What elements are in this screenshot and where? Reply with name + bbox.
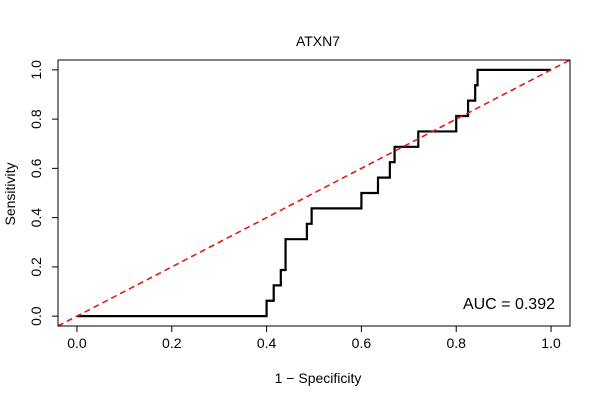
x-tick-label: 0.4 (257, 335, 277, 351)
plot-marks: 0.0 0.2 0.4 0.6 0.8 1.0 0.0 0.2 0.4 0.6 0.8 1.0 (28, 59, 571, 351)
x-tick-label: 0.6 (352, 335, 372, 351)
x-tick-label: 0.2 (162, 335, 182, 351)
y-axis-label: Sensitivity (2, 162, 18, 225)
x-tick-label: 1.0 (541, 335, 561, 351)
y-tick-label: 0.6 (28, 158, 44, 178)
y-tick-label: 0.2 (28, 257, 44, 277)
chart-title: ATXN7 (296, 33, 340, 49)
y-tick-label: 0.0 (28, 306, 44, 326)
plot-frame (57, 59, 571, 327)
auc-annotation: AUC = 0.392 (463, 296, 555, 313)
x-tick-label: 0.8 (446, 335, 466, 351)
x-axis-label: 1 − Specificity (275, 370, 362, 386)
reference-diagonal-line (57, 59, 571, 327)
roc-curve-line (76, 68, 552, 318)
y-tick-label: 0.8 (28, 109, 44, 129)
x-tick-label: 0.0 (67, 335, 87, 351)
y-tick-label: 1.0 (28, 60, 44, 80)
y-tick-label: 0.4 (28, 208, 44, 228)
